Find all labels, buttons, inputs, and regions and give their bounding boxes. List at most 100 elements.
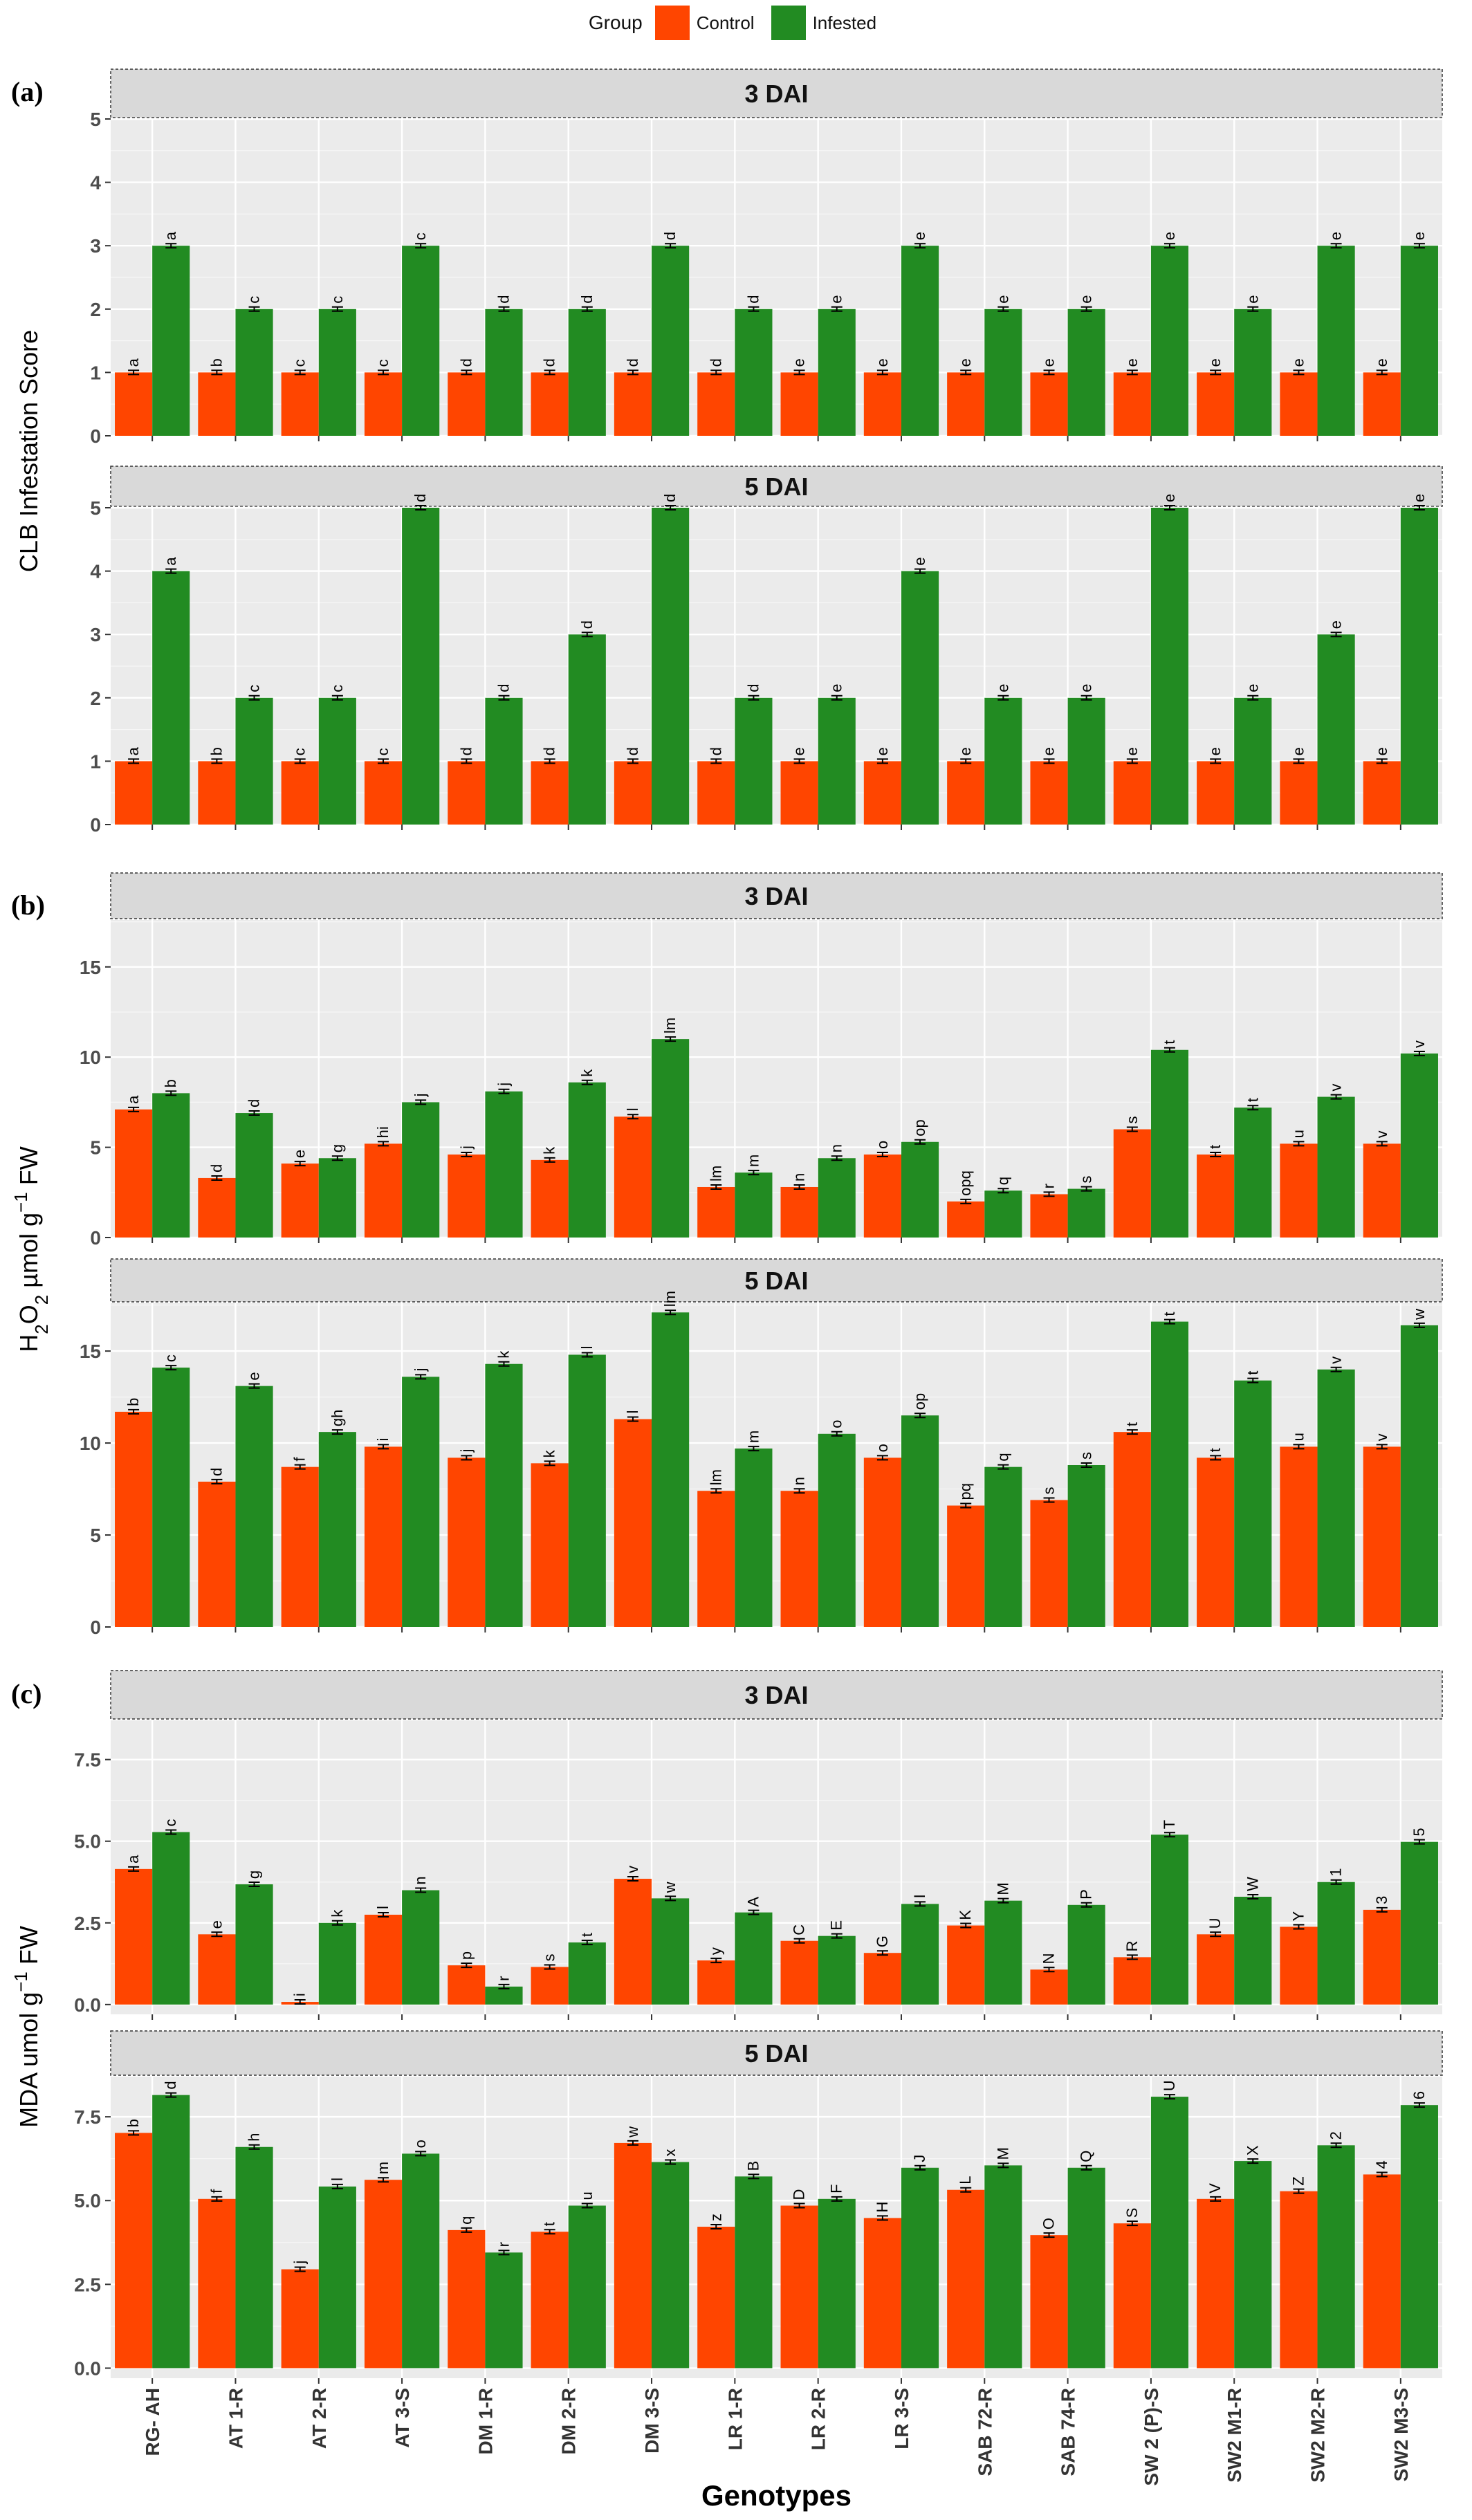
- facet-0-1: 5 DAI 0 1 2 3 4 5 a b c c d d d d e e e e e e e e a c c d d d d d e e e e e…: [90, 466, 1443, 836]
- x-category-label: SAB 72-R: [974, 2388, 995, 2476]
- x-axis-title: Genotypes: [701, 2479, 852, 2512]
- significance-letter: t: [1244, 1098, 1261, 1102]
- significance-letter: t: [1123, 1422, 1141, 1426]
- facet-strip-label: 3 DAI: [744, 1681, 808, 1709]
- y-tick-label: 0: [90, 425, 101, 447]
- significance-letter: o: [874, 1141, 891, 1149]
- bar-infested: [402, 1377, 440, 1627]
- significance-letter: W: [1244, 1877, 1261, 1891]
- bar-infested: [318, 1158, 356, 1238]
- significance-letter: i: [374, 1438, 392, 1442]
- significance-letter: q: [994, 1177, 1011, 1185]
- bar-control: [364, 1143, 403, 1238]
- bar-infested: [318, 1922, 356, 2005]
- significance-letter: Z: [1289, 2176, 1307, 2185]
- bar-control: [281, 2269, 319, 2369]
- x-category-label: DM 1-R: [475, 2388, 496, 2454]
- y-tick-label: 7.5: [74, 2106, 101, 2128]
- significance-letter: s: [1078, 1176, 1095, 1184]
- significance-letter: n: [828, 1144, 845, 1152]
- significance-letter: F: [828, 2184, 845, 2193]
- bar-infested: [735, 697, 773, 825]
- facet-strip-label: 5 DAI: [744, 472, 808, 501]
- significance-letter: c: [291, 359, 309, 367]
- bar-control: [531, 372, 569, 436]
- significance-letter: Q: [1078, 2151, 1095, 2162]
- significance-letter: e: [208, 1920, 225, 1929]
- bar-control: [863, 761, 901, 825]
- significance-letter: e: [1206, 358, 1224, 367]
- bar-infested: [152, 2095, 190, 2369]
- bar-infested: [901, 1141, 939, 1238]
- significance-letter: d: [541, 358, 558, 367]
- y-axis-title-part: FW: [15, 1146, 43, 1192]
- bar-infested: [901, 246, 939, 436]
- significance-letter: m: [744, 1155, 762, 1167]
- legend-item-infested: Infested: [771, 6, 876, 40]
- bar-infested: [485, 2252, 523, 2369]
- x-category-label: LR 3-S: [891, 2388, 912, 2449]
- significance-letter: l: [374, 1906, 392, 1909]
- bar-control: [947, 1925, 985, 2005]
- bar-infested: [818, 2198, 856, 2369]
- bar-infested: [402, 508, 440, 825]
- bar-infested: [1317, 634, 1355, 825]
- bar-control: [1363, 2174, 1401, 2369]
- bar-infested: [235, 697, 273, 825]
- y-tick-label: 10: [80, 1047, 101, 1068]
- panel-label: (c): [11, 1678, 42, 1709]
- x-category-label: SW2 M1-R: [1224, 2388, 1245, 2483]
- bar-infested: [318, 2186, 356, 2369]
- significance-letter: c: [246, 296, 263, 304]
- bar-infested: [1400, 1053, 1438, 1238]
- bar-control: [364, 2180, 403, 2369]
- significance-letter: e: [911, 557, 928, 565]
- bar-infested: [152, 571, 190, 825]
- x-category-label: SAB 74-R: [1058, 2388, 1079, 2476]
- significance-letter: e: [1373, 358, 1390, 367]
- facet-strip: [110, 1670, 1443, 1720]
- significance-letter: a: [125, 746, 142, 755]
- significance-letter: a: [125, 358, 142, 367]
- bar-control: [448, 2229, 486, 2369]
- bar-infested: [735, 1448, 773, 1627]
- bar-control: [281, 1466, 319, 1627]
- bar-infested: [1150, 246, 1189, 436]
- bar-infested: [984, 1190, 1022, 1238]
- bar-infested: [568, 309, 606, 436]
- bar-control: [448, 1457, 486, 1627]
- significance-letter: op: [911, 1119, 928, 1136]
- significance-letter: 2: [1327, 2131, 1345, 2140]
- y-tick-label: 5: [90, 1137, 101, 1159]
- significance-letter: M: [994, 1882, 1011, 1895]
- bar-control: [614, 1419, 652, 1627]
- y-tick-label: 7.5: [74, 1749, 101, 1771]
- significance-letter: e: [291, 1150, 309, 1158]
- significance-letter: c: [162, 1819, 179, 1827]
- significance-letter: k: [495, 1350, 512, 1359]
- significance-letter: s: [1123, 1116, 1141, 1124]
- bar-infested: [984, 697, 1022, 825]
- bar-infested: [1067, 1188, 1105, 1238]
- bar-infested: [318, 697, 356, 825]
- bar-control: [697, 2227, 735, 2369]
- bar-control: [863, 1155, 901, 1238]
- legend-item-control: Control: [654, 6, 755, 40]
- significance-letter: t: [1161, 1040, 1178, 1045]
- bar-infested: [235, 1113, 273, 1238]
- significance-letter: o: [412, 2140, 429, 2148]
- y-axis-title-part: µmol g: [15, 1213, 43, 1295]
- bar-control: [364, 1446, 403, 1627]
- significance-letter: u: [578, 2191, 596, 2200]
- significance-letter: d: [495, 295, 512, 304]
- significance-letter: c: [374, 359, 392, 367]
- significance-letter: e: [874, 358, 891, 367]
- bar-infested: [818, 1935, 856, 2005]
- significance-letter: X: [1244, 2145, 1261, 2155]
- bar-infested: [984, 2165, 1022, 2369]
- bar-infested: [735, 2176, 773, 2369]
- x-category-label: SW 2 (P)-S: [1141, 2388, 1162, 2486]
- facet-strip-label: 5 DAI: [744, 2039, 808, 2068]
- significance-letter: b: [208, 747, 225, 755]
- bar-control: [780, 372, 818, 436]
